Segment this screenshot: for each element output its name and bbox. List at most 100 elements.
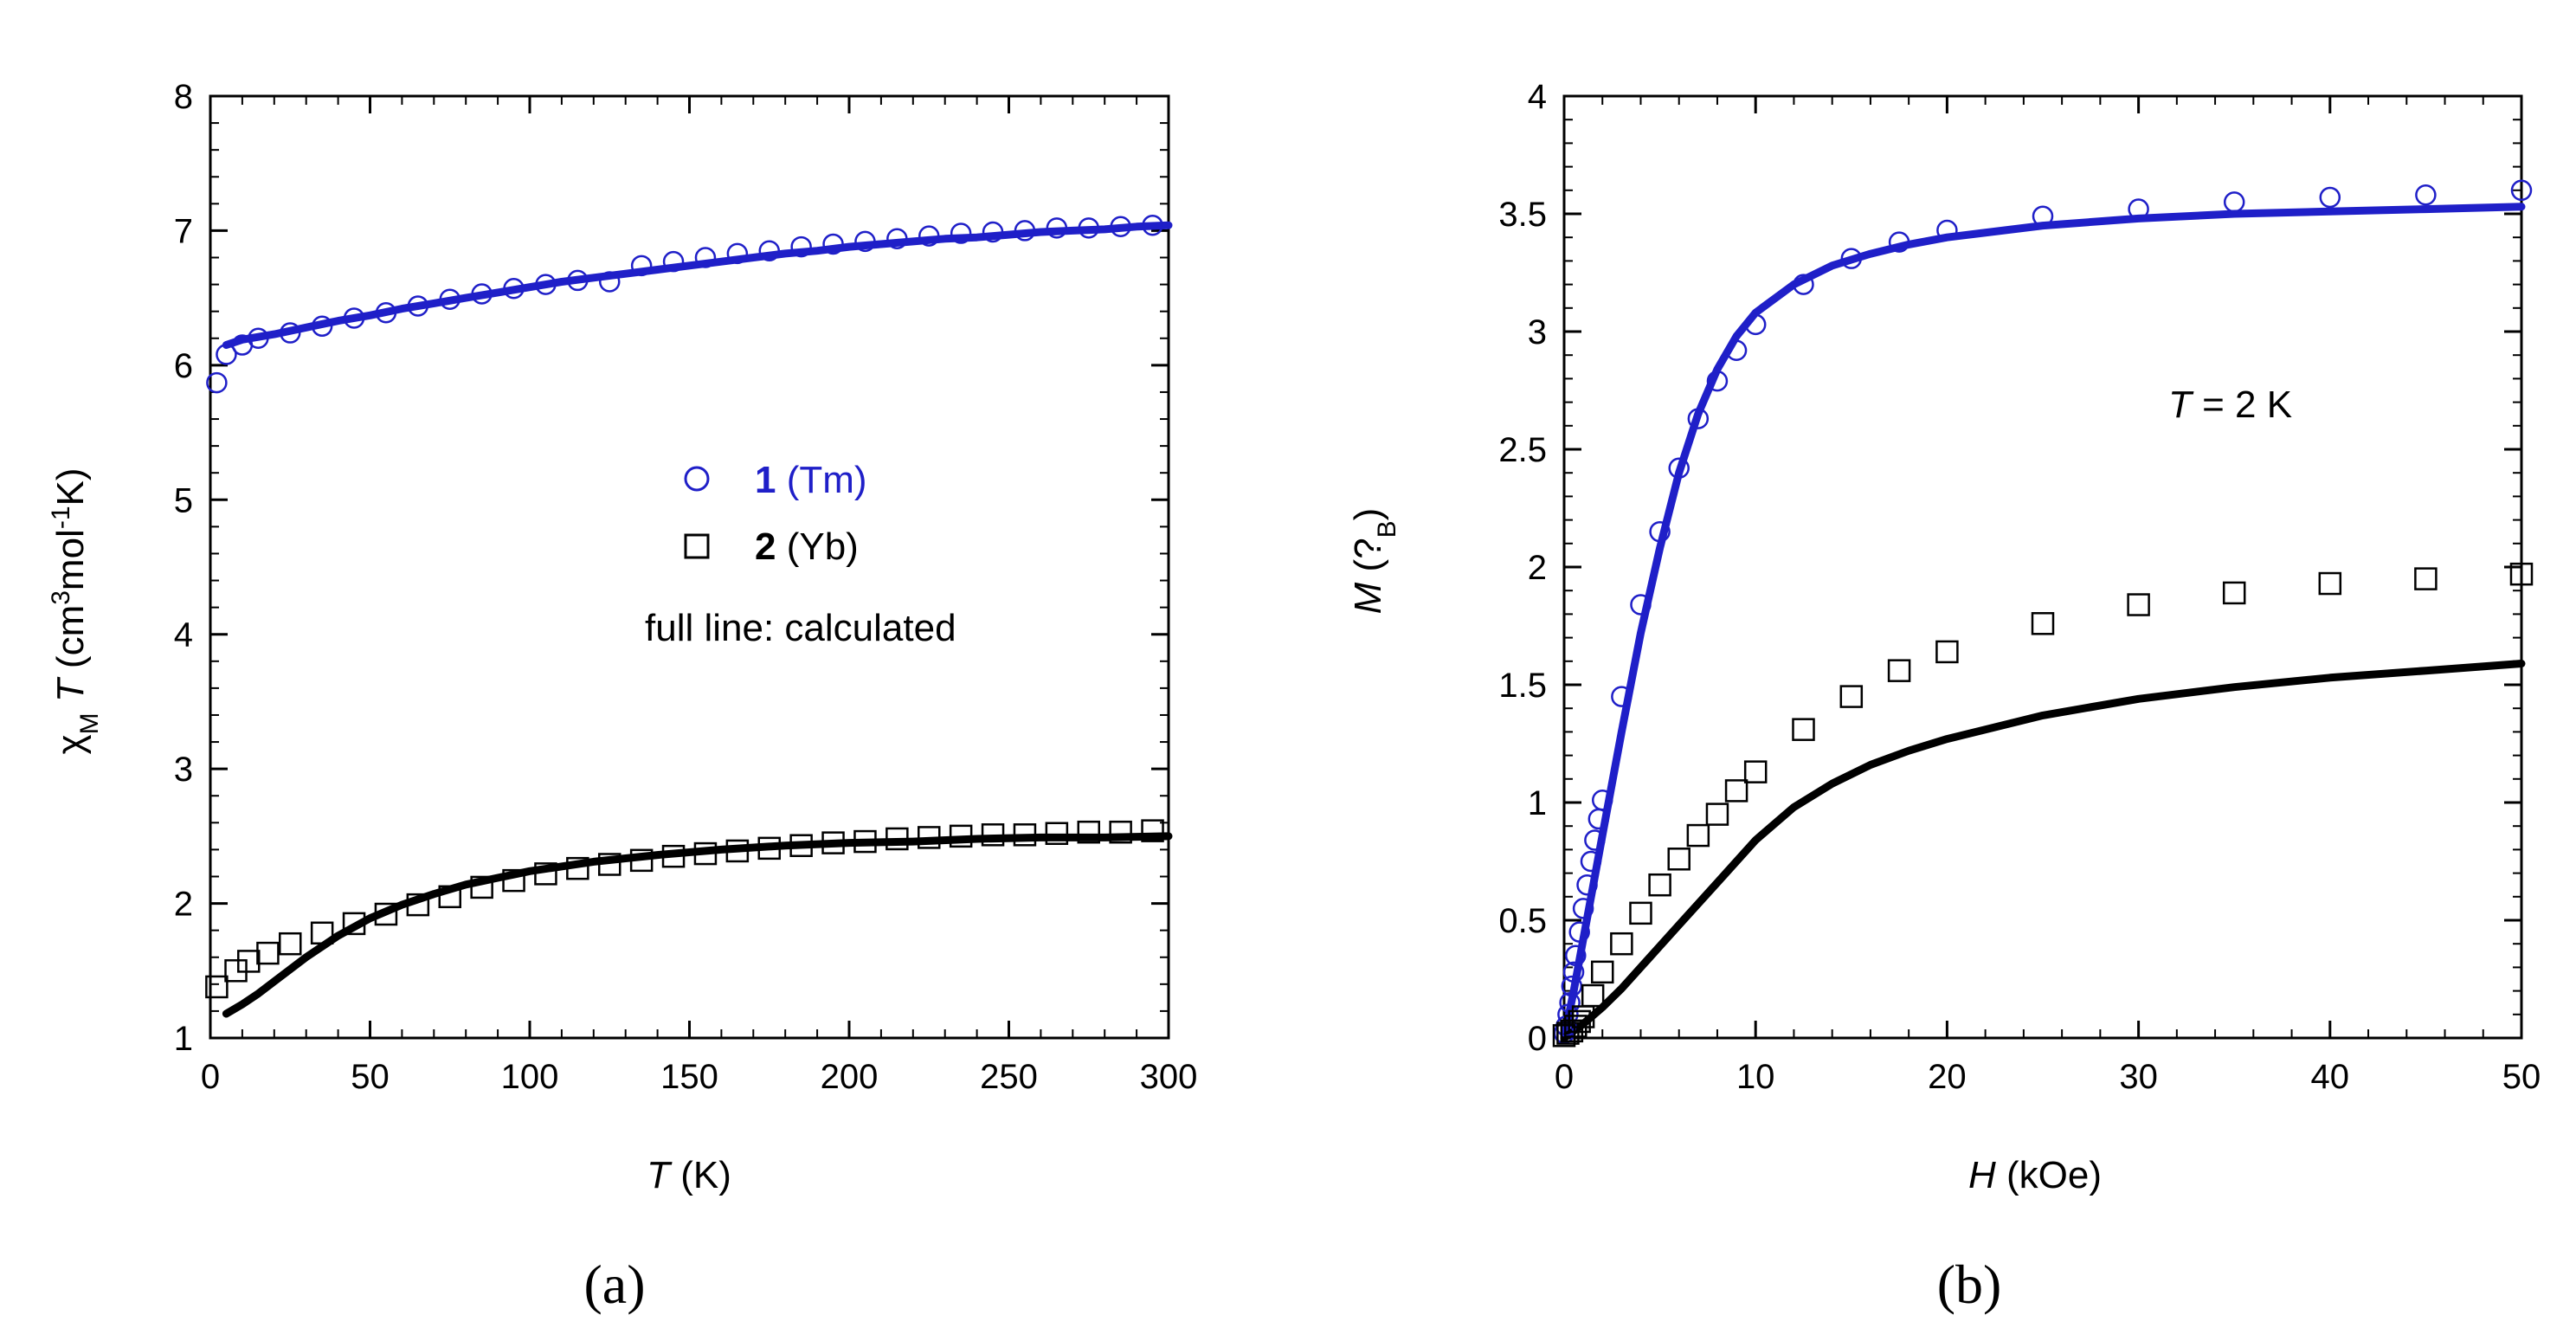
y-tick-label: 7 [174,212,193,250]
data-point-tm [1565,944,1587,967]
x-tick-label: 40 [2311,1058,2350,1096]
x-tick-label: 200 [821,1058,879,1096]
data-point-tm [1561,975,1583,997]
panel-b-x-axis-label: H (kOe) [1968,1154,2102,1196]
data-point-yb [1686,823,1710,848]
y-tick-label: 1 [174,1020,193,1058]
data-point-tm [343,307,365,329]
data-point-tm [503,278,525,300]
panel-a-y-axis-label: χM T (cm3mol-1K) [47,467,104,754]
y-tick-label: 0 [1528,1020,1547,1058]
data-point-tm [886,228,908,250]
panel-a-x-axis-label: T (K) [647,1154,731,1196]
data-point-yb [1935,640,1959,664]
panel-b-temperature-annotation: T = 2 K [2168,384,2292,426]
data-point-tm [280,322,301,344]
data-point-yb [1648,873,1671,897]
data-point-tm [1584,829,1606,851]
data-point-tm [1687,408,1710,429]
data-point-yb [1667,848,1690,871]
y-tick-label: 8 [174,78,193,116]
data-point-tm [1580,850,1602,873]
data-point-yb [279,932,302,956]
data-point-yb [534,862,557,886]
data-point-tm [375,301,397,324]
data-point-yb [629,848,654,873]
data-point-yb [256,941,280,965]
data-point-yb [1705,803,1729,826]
data-point-tm [630,255,653,277]
data-point-yb [789,834,813,857]
data-point-yb [2031,612,2055,635]
data-point-yb [205,975,229,999]
data-point-yb [2318,571,2342,596]
data-point-tm [854,230,876,253]
data-point-tm [1793,274,1814,295]
data-point-yb [853,829,877,854]
data-point-tm [1568,921,1590,943]
data-point-yb [918,826,941,849]
y-tick-label: 4 [174,616,193,654]
data-point-tm [1046,217,1068,239]
y-tick-label: 4 [1528,78,1547,116]
data-point-tm [1572,898,1594,919]
calculated-line-tm [222,221,1173,349]
data-point-yb [2509,562,2534,586]
data-point-yb [886,827,909,851]
x-tick-label: 300 [1140,1058,1198,1096]
data-point-tm [407,295,429,317]
data-point-tm [1576,874,1598,896]
data-point-yb [949,824,973,848]
data-point-yb [1045,822,1069,845]
data-point-yb [1568,1009,1591,1034]
x-tick-label: 20 [1928,1058,1967,1096]
panel-b-y-axis-label: M (?B) [1347,508,1401,615]
plot-frame [209,94,1170,1040]
data-point-yb [1013,823,1037,847]
y-tick-label: 0.5 [1498,902,1547,940]
data-point-yb [1610,932,1633,956]
legend-entry-1: 1 (Tm) [755,459,867,501]
panel-b-data [1552,179,2534,1048]
data-point-yb [2222,581,2246,605]
panel-a-chart: 0 50 100 150 200 250 300 1 2 3 4 5 6 7 8 χM T (cm3mol-… [47,78,1198,1315]
data-point-tm [311,315,333,338]
x-tick-label: 30 [2119,1058,2158,1096]
legend-marker-circle [684,466,710,492]
data-point-tm [758,240,780,261]
data-point-tm [1706,370,1729,392]
legend-marker-square [684,533,710,559]
data-point-tm [439,288,460,310]
data-point-tm [1888,231,1910,253]
x-tick-label: 250 [980,1058,1038,1096]
data-point-yb [438,885,461,909]
data-point-yb [1581,983,1605,1008]
y-tick-label: 5 [174,481,193,519]
data-point-tm [2128,198,2149,220]
y-tick-label: 3 [1528,313,1547,351]
data-point-yb [725,839,750,863]
data-point-yb [310,921,334,945]
x-tick-label: 150 [660,1058,718,1096]
data-point-yb [1743,760,1768,783]
data-point-tm [1014,220,1036,242]
panel-a-label: (a) [583,1254,645,1315]
data-point-tm [694,247,717,268]
calculated-line-tm [1560,203,2526,1042]
data-point-yb [1724,779,1748,803]
data-point-yb [1887,659,1911,682]
panel-a-legend: 1 (Tm) 2 (Yb) full line: calculated [645,459,956,649]
data-point-yb [1792,718,1815,741]
y-tick-label: 1 [1528,784,1547,822]
data-point-tm [1562,961,1585,983]
data-point-tm [918,225,940,247]
data-point-tm [216,344,237,365]
data-point-yb [566,856,589,880]
data-point-tm [471,283,493,305]
data-point-tm [950,222,972,244]
y-tick-label: 3 [174,751,193,789]
data-point-yb [981,823,1005,847]
y-tick-label: 2.5 [1498,431,1547,469]
data-point-tm [1110,216,1131,238]
